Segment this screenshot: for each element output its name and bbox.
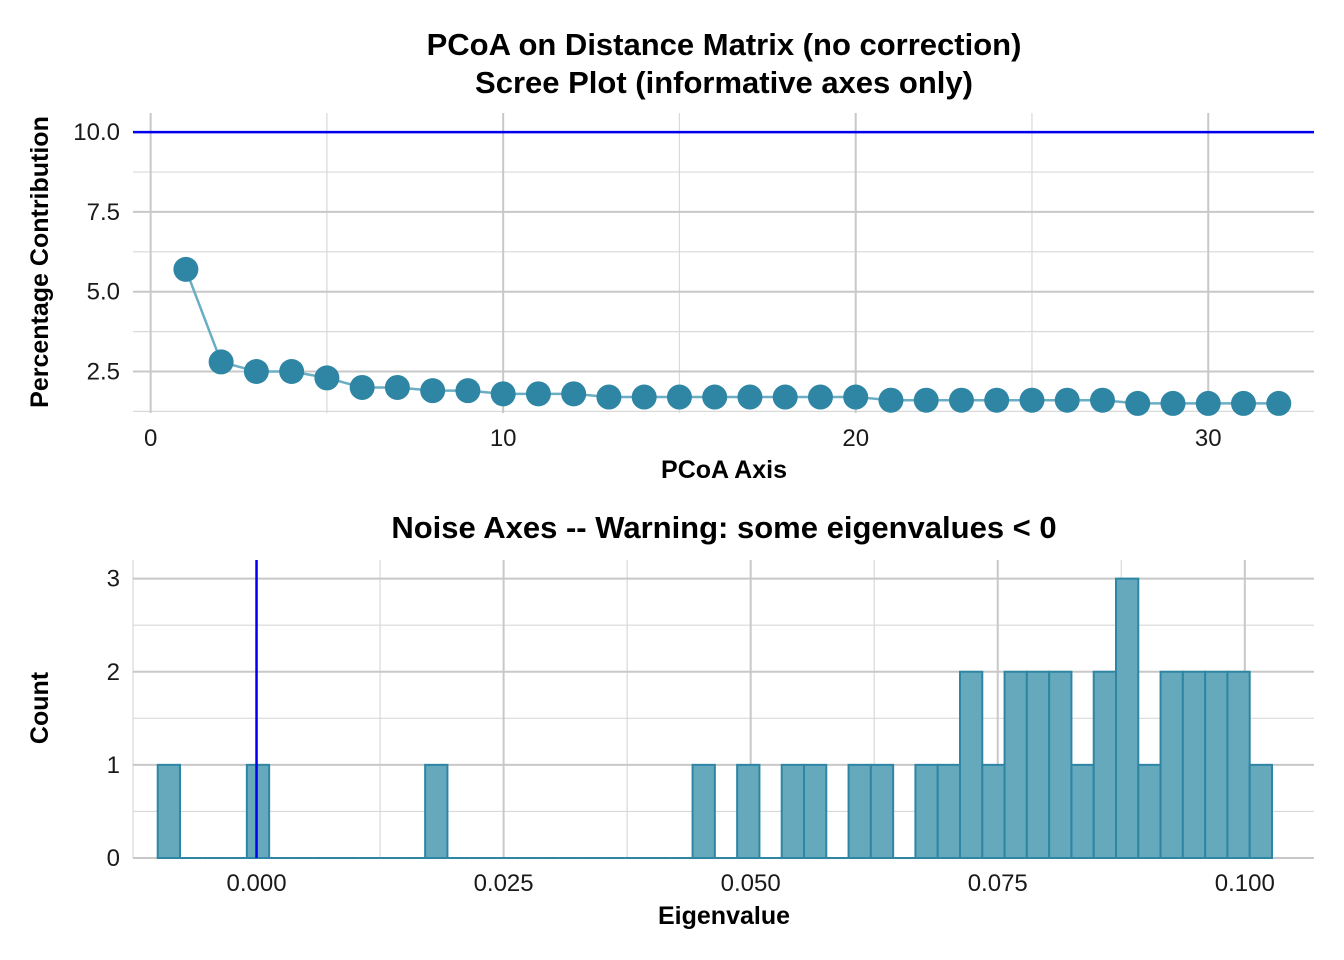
scree-point-17: [737, 384, 763, 410]
noise-histogram-title: Noise Axes -- Warning: some eigenvalues …: [391, 510, 1056, 545]
noise-bar-41: [1070, 763, 1095, 859]
noise-bar-48: [1226, 670, 1251, 859]
noise-x-tick-0.075: 0.075: [968, 870, 1028, 897]
noise-bar-38: [1003, 670, 1028, 859]
noise-x-tick-0.025: 0.025: [474, 870, 534, 897]
scree-point-9: [455, 378, 481, 404]
scree-point-8: [420, 378, 446, 404]
scree-point-13: [596, 384, 622, 410]
scree-point-5: [314, 365, 340, 391]
scree-point-27: [1089, 387, 1115, 413]
noise-x-axis-title: Eigenvalue: [658, 902, 790, 930]
noise-bar-37: [981, 763, 1006, 859]
noise-bar-12: [424, 763, 449, 859]
scree-point-16: [702, 384, 728, 410]
scree-y-tick-labels: 2.5 5.0 7.5 10.0: [73, 119, 120, 385]
scree-point-28: [1125, 390, 1151, 416]
noise-x-tick-0.000: 0.000: [227, 870, 287, 897]
scree-y-tick-7.5: 7.5: [87, 199, 120, 226]
scree-y-tick-5.0: 5.0: [87, 279, 120, 306]
scree-y-tick-2.5: 2.5: [87, 359, 120, 386]
scree-point-11: [525, 381, 551, 407]
noise-bar-26: [736, 763, 761, 859]
noise-bar-28: [780, 763, 805, 859]
scree-plot-title: PCoA on Distance Matrix (no correction): [427, 27, 1022, 62]
noise-x-tick-0.100: 0.100: [1215, 870, 1275, 897]
scree-point-29: [1160, 390, 1186, 416]
noise-bar-29: [802, 763, 828, 859]
noise-bar-36: [958, 670, 984, 859]
noise-bar-34: [914, 763, 939, 859]
scree-point-7: [384, 374, 410, 400]
scree-point-12: [561, 381, 587, 407]
noise-bar-42: [1092, 670, 1117, 859]
scree-point-19: [807, 384, 833, 410]
noise-bar-43: [1114, 577, 1140, 859]
scree-grid: [133, 113, 1314, 413]
scree-point-23: [948, 387, 974, 413]
scree-point-4: [279, 359, 305, 385]
scree-plot-panel: PCoA on Distance Matrix (no correction) …: [26, 27, 1314, 484]
noise-bar-31: [847, 763, 872, 859]
scree-point-30: [1195, 390, 1221, 416]
scree-series-line: [184, 268, 1279, 405]
scree-x-tick-10: 10: [490, 425, 517, 452]
noise-bar-39: [1025, 670, 1051, 859]
scree-point-6: [349, 374, 375, 400]
scree-y-tick-10.0: 10.0: [73, 119, 120, 146]
scree-point-31: [1230, 390, 1256, 416]
noise-bar-32: [869, 763, 895, 859]
noise-histogram-panel: Noise Axes -- Warning: some eigenvalues …: [26, 510, 1314, 930]
scree-point-22: [913, 387, 939, 413]
noise-bar-45: [1159, 670, 1184, 859]
noise-x-tick-labels: 0.000 0.025 0.050 0.075 0.100: [227, 870, 1275, 897]
scree-plot-subtitle: Scree Plot (informative axes only): [475, 65, 973, 100]
noise-bars: [156, 577, 1273, 859]
noise-bar-47: [1204, 670, 1229, 859]
noise-x-tick-0.050: 0.050: [721, 870, 781, 897]
scree-x-tick-20: 20: [842, 425, 869, 452]
noise-bar-46: [1181, 670, 1207, 859]
noise-bar-40: [1048, 670, 1073, 859]
noise-y-tick-1: 1: [107, 752, 120, 779]
noise-y-tick-0: 0: [107, 845, 120, 872]
noise-y-tick-labels: 0 1 2 3: [107, 566, 120, 872]
noise-bar-0: [156, 763, 181, 859]
noise-y-tick-2: 2: [107, 659, 120, 686]
noise-y-tick-3: 3: [107, 566, 120, 593]
scree-point-24: [984, 387, 1010, 413]
noise-bar-24: [691, 763, 716, 859]
noise-bar-44: [1137, 763, 1162, 859]
scree-point-2: [208, 349, 234, 375]
scree-point-25: [1019, 387, 1045, 413]
scree-points: [173, 256, 1292, 416]
scree-line: [184, 268, 1279, 405]
scree-point-3: [243, 359, 269, 385]
scree-x-tick-labels: 0 10 20 30: [144, 425, 1222, 452]
scree-point-32: [1266, 390, 1292, 416]
scree-y-axis-title: Percentage Contribution: [26, 116, 54, 408]
scree-x-axis-title: PCoA Axis: [661, 456, 787, 484]
scree-point-21: [878, 387, 904, 413]
noise-bar-4: [245, 763, 271, 859]
scree-x-tick-30: 30: [1195, 425, 1222, 452]
scree-x-tick-0: 0: [144, 425, 157, 452]
noise-bar-49: [1248, 763, 1273, 859]
noise-bar-35: [936, 763, 961, 859]
scree-point-15: [666, 384, 692, 410]
scree-point-1: [173, 256, 199, 282]
scree-point-14: [631, 384, 657, 410]
scree-point-20: [843, 384, 869, 410]
noise-y-axis-title: Count: [26, 671, 54, 744]
scree-point-18: [772, 384, 798, 410]
scree-point-26: [1054, 387, 1080, 413]
scree-point-10: [490, 381, 516, 407]
